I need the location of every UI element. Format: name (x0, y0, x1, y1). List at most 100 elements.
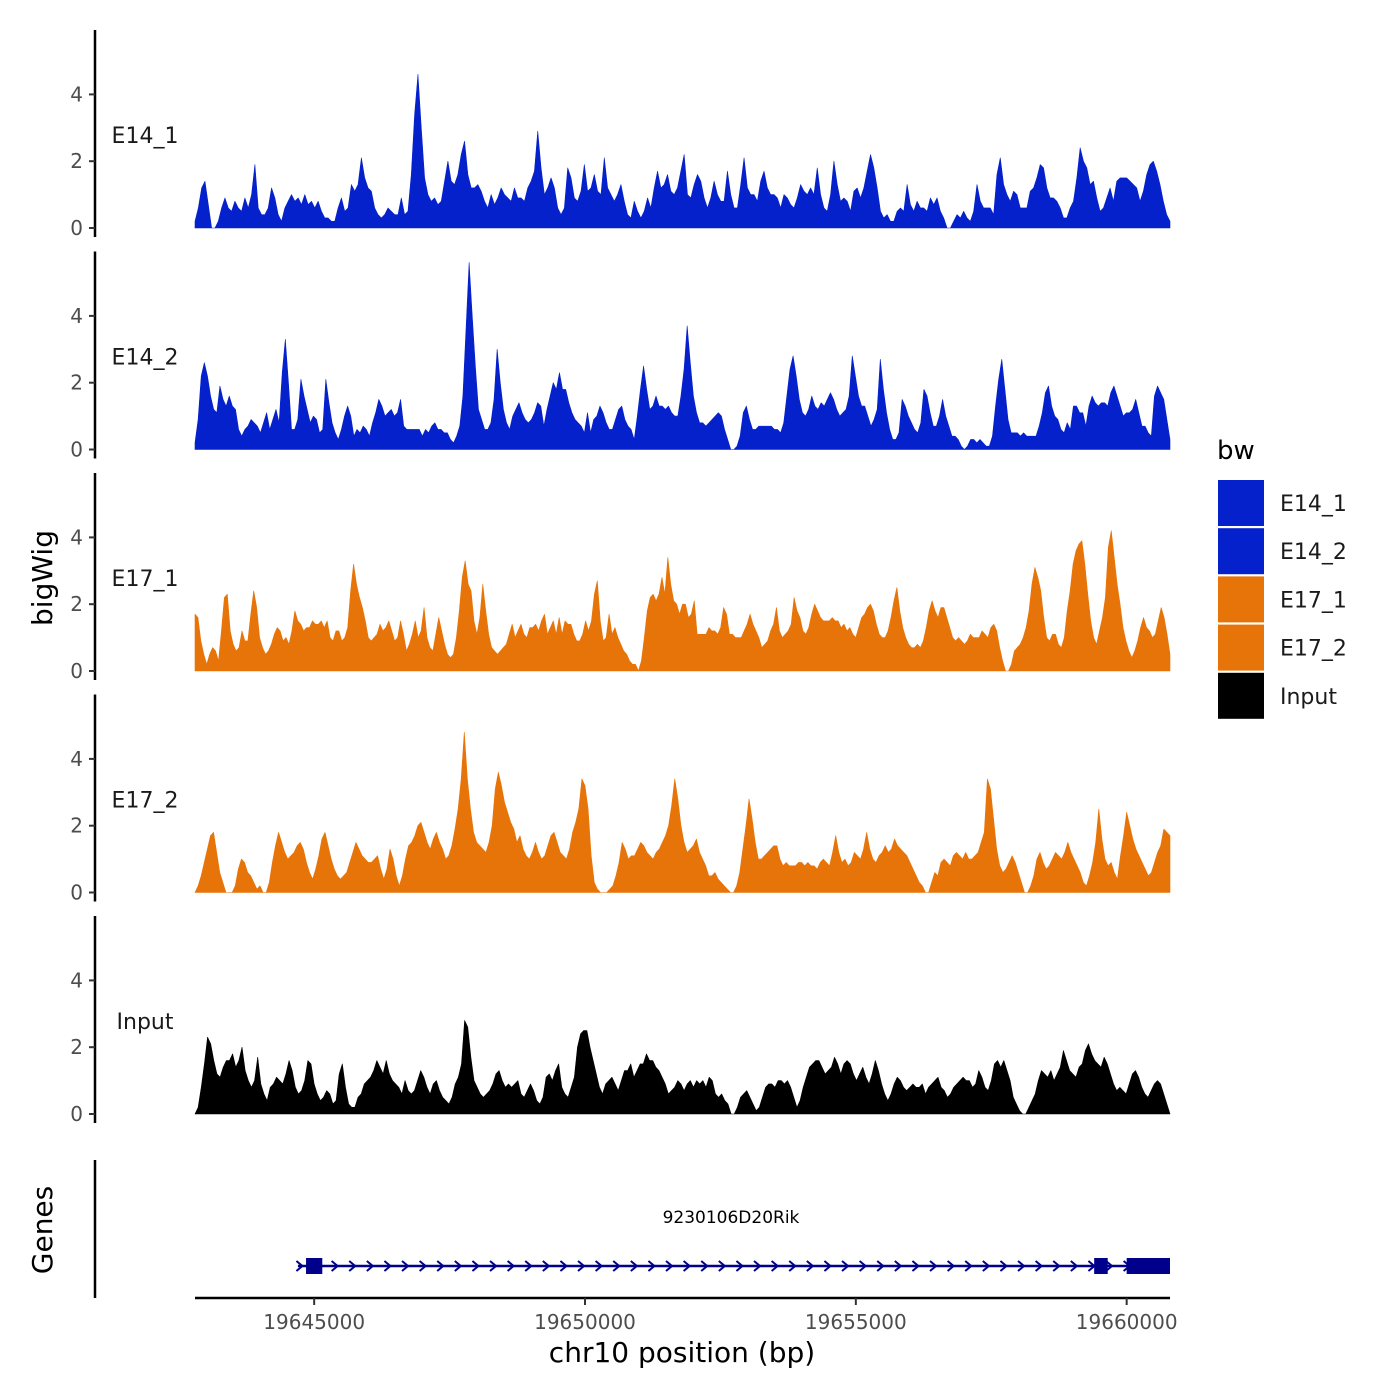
track-panel-E17_2: 0 2 4 E17_2 (70, 694, 1171, 905)
strand-arrow (770, 1260, 780, 1272)
track-label: E14_2 (112, 346, 179, 371)
legend-label: E17_2 (1280, 637, 1347, 662)
coverage-area-E14_1 (194, 74, 1171, 229)
strand-arrow (577, 1260, 586, 1272)
strand-arrow (418, 1260, 428, 1272)
legend-swatch-E17_2 (1218, 624, 1264, 671)
strand-arrow (436, 1260, 445, 1272)
y-tick-label: 0 (70, 438, 83, 462)
y-tick-label: 0 (70, 1102, 83, 1126)
strand-arrow (489, 1260, 498, 1272)
strand-arrow (823, 1260, 832, 1272)
track-panel-E14_1: 0 2 4 E14_1 (70, 30, 1171, 240)
strand-arrow (1052, 1260, 1061, 1272)
legend-swatch-E17_1 (1218, 576, 1264, 623)
track-panel-E14_2: 0 2 4 E14_2 (70, 251, 1171, 462)
x-tick-label: 19660000 (1076, 1310, 1178, 1334)
legend-label: Input (1280, 685, 1337, 710)
legend: bw E14_1 E14_2 E17_1 E17_2 Input (1217, 436, 1347, 719)
y-tick-label: 0 (70, 216, 83, 240)
strand-arrow (982, 1260, 991, 1272)
strand-arrow (894, 1260, 903, 1272)
legend-label: E17_1 (1280, 588, 1347, 613)
strand-arrow (788, 1260, 797, 1272)
strand-arrow (506, 1260, 516, 1272)
strand-arrow (348, 1260, 357, 1272)
legend-swatch-E14_1 (1218, 480, 1264, 526)
strand-arrow (911, 1260, 920, 1272)
strand-arrow (366, 1260, 375, 1272)
strand-arrow (559, 1260, 568, 1272)
x-axis-title: chr10 position (bp) (549, 1336, 815, 1369)
strand-arrow (876, 1260, 885, 1272)
strand-arrow (330, 1260, 340, 1272)
gene-exon (306, 1258, 323, 1274)
strand-arrow (735, 1260, 744, 1272)
y-tick-label: 4 (70, 968, 83, 992)
genes-track: Genes 9230106D20Rik (26, 1160, 1170, 1298)
coverage-tracks: 0 2 4 E14_1 0 2 4 E14_2 0 2 4 E17_1 0 2 4 E17_2 0 2 4 Input (70, 30, 1171, 1126)
track-panel-E17_1: 0 2 4 E17_1 (70, 473, 1171, 683)
track-label: Input (117, 1010, 174, 1035)
strand-arrow (1034, 1260, 1044, 1272)
strand-arrow (929, 1260, 938, 1272)
coverage-area-E14_2 (194, 262, 1171, 450)
y-tick-label: 4 (70, 525, 83, 549)
strand-arrow (665, 1260, 674, 1272)
x-tick-label: 19650000 (534, 1310, 636, 1334)
y-tick-label: 0 (70, 881, 83, 905)
y-tick-label: 2 (70, 1035, 83, 1059)
strand-arrow (858, 1260, 868, 1272)
strand-arrow (630, 1260, 639, 1272)
strand-arrow (700, 1260, 709, 1272)
y-tick-label: 2 (70, 814, 83, 838)
coverage-area-Input (194, 1020, 1171, 1115)
x-tick-label: 19645000 (263, 1310, 365, 1334)
track-label: E17_2 (112, 789, 179, 814)
strand-arrow (612, 1260, 621, 1272)
strand-arrow (454, 1260, 463, 1272)
strand-arrow (682, 1260, 692, 1272)
strand-arrow (383, 1260, 392, 1272)
track-panel-Input: 0 2 4 Input (70, 916, 1171, 1126)
legend-label: E14_1 (1280, 492, 1347, 517)
gene-exon (1094, 1258, 1108, 1274)
legend-title: bw (1217, 436, 1255, 466)
legend-label: E14_2 (1280, 540, 1347, 565)
x-axis: 19645000 19650000 19655000 19660000 (195, 1296, 1178, 1334)
x-tick-label: 19655000 (805, 1310, 907, 1334)
track-label: E17_1 (112, 567, 179, 592)
strand-arrow (594, 1260, 604, 1272)
genes-track-title: Genes (26, 1186, 59, 1274)
strand-arrow (295, 1260, 304, 1272)
strand-arrow (471, 1260, 480, 1272)
y-tick-label: 2 (70, 592, 83, 616)
y-axis-title: bigWig (26, 530, 59, 626)
strand-arrow (718, 1260, 727, 1272)
y-tick-label: 4 (70, 82, 83, 106)
strand-arrow (1017, 1260, 1026, 1272)
strand-arrow (946, 1260, 956, 1272)
y-tick-label: 2 (70, 149, 83, 173)
gene-exon (1126, 1258, 1170, 1274)
coverage-area-E17_2 (194, 731, 1171, 893)
strand-arrow (753, 1260, 762, 1272)
y-tick-label: 0 (70, 659, 83, 683)
strand-arrow (647, 1260, 656, 1272)
strand-arrow (1105, 1260, 1114, 1272)
strand-arrow (964, 1260, 973, 1272)
y-tick-label: 2 (70, 371, 83, 395)
coverage-area-E17_1 (194, 530, 1171, 672)
strand-arrow (806, 1260, 815, 1272)
strand-arrow (524, 1260, 533, 1272)
strand-arrow (401, 1260, 410, 1272)
strand-arrow (1070, 1260, 1079, 1272)
strand-arrow (841, 1260, 850, 1272)
strand-arrow (999, 1260, 1008, 1272)
y-tick-label: 4 (70, 304, 83, 328)
y-tick-label: 4 (70, 747, 83, 771)
legend-swatch-E14_2 (1218, 528, 1264, 575)
track-label: E14_1 (112, 124, 179, 149)
gene-name-label: 9230106D20Rik (663, 1208, 800, 1228)
